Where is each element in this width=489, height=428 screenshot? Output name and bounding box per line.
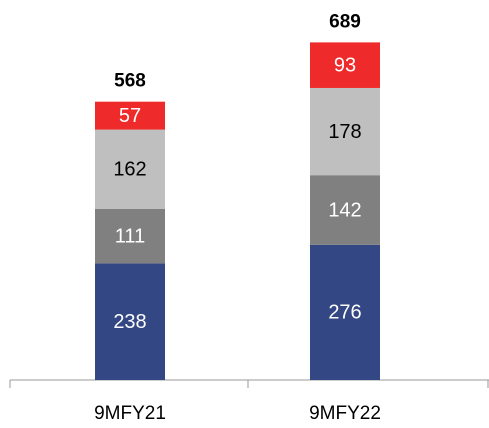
total-label: 568 [114, 71, 146, 92]
data-label: 111 [115, 225, 145, 247]
bar-segment [310, 244, 380, 380]
bar-segment [95, 101, 165, 130]
bar-segment [95, 263, 165, 380]
bar-segment [310, 42, 380, 88]
x-tick-label: 9MFY21 [94, 403, 166, 424]
data-label: 276 [328, 302, 361, 324]
data-label: 142 [328, 199, 361, 221]
data-label: 57 [119, 105, 141, 127]
bar-segment [95, 129, 165, 209]
data-label: 93 [334, 54, 356, 76]
bar-segment [310, 175, 380, 245]
data-label: 238 [113, 311, 146, 333]
x-tick-label: 9MFY22 [309, 403, 381, 424]
data-label: 162 [113, 159, 146, 181]
bar-segment [95, 208, 165, 264]
total-label: 689 [329, 11, 361, 32]
bar-segment [310, 87, 380, 176]
data-label: 178 [328, 121, 361, 143]
